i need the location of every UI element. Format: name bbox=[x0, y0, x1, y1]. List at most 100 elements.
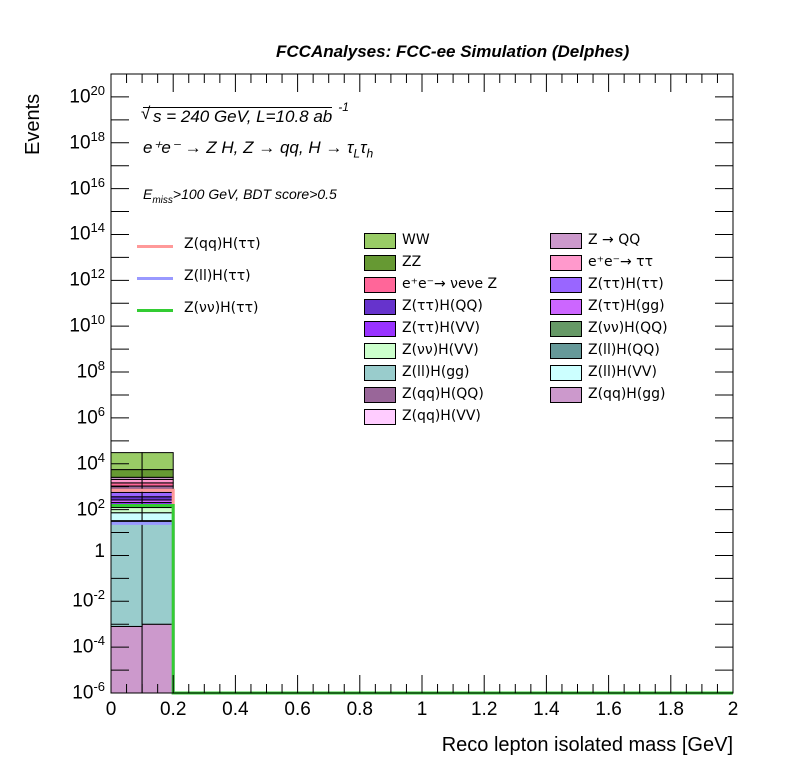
y-tick-base: 10 bbox=[76, 453, 98, 475]
stack-bar bbox=[141, 521, 174, 625]
y-tick-base: 10 bbox=[72, 636, 94, 658]
stack-bar bbox=[141, 507, 174, 514]
stack-bar bbox=[141, 478, 174, 484]
y-tick-base: 10 bbox=[69, 315, 91, 337]
stack-0 bbox=[110, 623, 174, 694]
legend-bg-swatch bbox=[550, 277, 582, 293]
stack-13 bbox=[110, 478, 174, 484]
legend-signal-label: Z(ll)H(ττ) bbox=[184, 268, 251, 284]
y-tick-label: 10-6 bbox=[72, 679, 105, 704]
stack-bar bbox=[141, 491, 174, 498]
legend-bg-swatch bbox=[550, 321, 582, 337]
y-tick-exponent: 2 bbox=[97, 495, 105, 511]
stack-9 bbox=[110, 491, 174, 498]
legend-bg-label: e⁺e⁻→ ττ bbox=[588, 254, 654, 270]
legend-signal-label: Z(νν)H(ττ) bbox=[184, 300, 259, 316]
legend-bg-label: Z(ll)H(VV) bbox=[588, 364, 657, 380]
legend-signal-swatch bbox=[137, 245, 173, 248]
x-tick-label: 0.4 bbox=[222, 699, 249, 720]
legend-bg-swatch bbox=[364, 409, 396, 425]
y-tick-base: 10 bbox=[76, 407, 98, 429]
legend-bg-swatch bbox=[364, 255, 396, 271]
stack-15 bbox=[110, 469, 174, 478]
process-label: e⁺e⁻ → Z H, Z → qq, H → τLτh bbox=[143, 138, 373, 160]
legend-bg-swatch bbox=[364, 343, 396, 359]
y-tick-exponent: 16 bbox=[90, 174, 105, 190]
stack-bar bbox=[110, 625, 143, 694]
cut-prefix: E bbox=[143, 186, 153, 202]
legend-bg-label: Z(νν)H(VV) bbox=[402, 342, 479, 358]
stack-bar bbox=[141, 469, 174, 478]
y-tick-base: 1 bbox=[94, 541, 105, 563]
tau2-text: τ bbox=[360, 138, 367, 157]
y-tick-base: 10 bbox=[69, 177, 91, 199]
stack-bar bbox=[110, 491, 143, 498]
cut-rest: >100 GeV, BDT score>0.5 bbox=[172, 186, 337, 202]
energy-lumi-label: s = 240 GeV, L=10.8 ab -1 bbox=[141, 100, 349, 127]
process-text: e⁺e⁻ → Z H, Z → qq, H → τ bbox=[143, 138, 354, 157]
legend-bg-label: WW bbox=[402, 232, 430, 248]
y-tick-exponent: -2 bbox=[93, 587, 105, 603]
x-axis-title: Reco lepton isolated mass [GeV] bbox=[441, 734, 733, 756]
y-tick-base: 10 bbox=[76, 361, 98, 383]
x-tick-label: 1 bbox=[416, 699, 428, 720]
y-tick-label: 10-4 bbox=[72, 633, 105, 658]
stack-bar bbox=[110, 478, 143, 484]
y-tick-label: 1016 bbox=[69, 175, 105, 200]
y-tick-base: 10 bbox=[69, 86, 91, 108]
stack-bar bbox=[141, 452, 174, 471]
y-tick-label: 106 bbox=[77, 404, 105, 429]
x-tick-label: 0.8 bbox=[346, 699, 374, 720]
legend-bg-label: Z(ττ)H(ττ) bbox=[588, 276, 664, 292]
x-tick-label: 0 bbox=[105, 699, 117, 720]
legend-bg-swatch bbox=[550, 233, 582, 249]
y-axis-title: Events bbox=[22, 93, 44, 155]
x-tick-label: 2 bbox=[727, 699, 739, 720]
y-tick-exponent: 6 bbox=[97, 403, 105, 419]
legend-bg-swatch bbox=[364, 387, 396, 403]
x-tick-label: 1.2 bbox=[470, 699, 498, 720]
stack-bar bbox=[141, 512, 174, 522]
y-tick-label: 108 bbox=[77, 358, 105, 383]
stack-bar bbox=[110, 512, 143, 522]
legend-bg-swatch bbox=[364, 321, 396, 337]
stack-1 bbox=[110, 521, 174, 627]
legend-signal-swatch bbox=[137, 309, 173, 312]
signal-histograms bbox=[111, 488, 733, 695]
legend-bg-label: Z(qq)H(VV) bbox=[402, 408, 481, 424]
stack-bar bbox=[110, 507, 143, 514]
legend-bg-swatch bbox=[550, 343, 582, 359]
stack-4 bbox=[110, 507, 174, 514]
lumi-exponent: -1 bbox=[338, 100, 349, 114]
y-tick-base: 10 bbox=[69, 269, 91, 291]
legend-bg-swatch bbox=[364, 233, 396, 249]
legend-bg-swatch bbox=[364, 277, 396, 293]
legend-bg-swatch bbox=[550, 387, 582, 403]
y-tick-label: 104 bbox=[77, 450, 105, 475]
y-tick-exponent: 14 bbox=[90, 220, 105, 236]
signal-line-0 bbox=[111, 488, 733, 695]
legend-bg-swatch bbox=[550, 365, 582, 381]
stack-bar bbox=[110, 469, 143, 478]
legend-bg-label: Z(ll)H(gg) bbox=[402, 364, 470, 380]
chart-header: FCCAnalyses: FCC-ee Simulation (Delphes) bbox=[276, 42, 630, 61]
x-tick-label: 0.2 bbox=[159, 699, 187, 720]
cut-subscript: miss bbox=[152, 194, 173, 206]
y-tick-exponent: -6 bbox=[93, 679, 105, 694]
signal-line-1 bbox=[111, 521, 733, 695]
background-stack bbox=[110, 452, 174, 694]
legend-bg-swatch bbox=[364, 299, 396, 315]
legend-bg-swatch bbox=[550, 299, 582, 315]
legend-bg-label: Z(ττ)H(gg) bbox=[588, 298, 665, 314]
axes bbox=[110, 73, 734, 694]
signal-line-2 bbox=[111, 504, 733, 695]
legend-signal-label: Z(qq)H(ττ) bbox=[184, 236, 261, 252]
y-tick-base: 10 bbox=[72, 682, 94, 704]
x-tick-label: 1.6 bbox=[595, 699, 622, 720]
legend-bg-label: ZZ bbox=[402, 254, 422, 270]
y-tick-label: 102 bbox=[77, 496, 105, 521]
y-tick-label: 1010 bbox=[69, 312, 105, 337]
y-tick-base: 10 bbox=[76, 498, 98, 520]
stack-3 bbox=[110, 512, 174, 522]
legend-bg-label: Z(νν)H(QQ) bbox=[588, 320, 668, 336]
